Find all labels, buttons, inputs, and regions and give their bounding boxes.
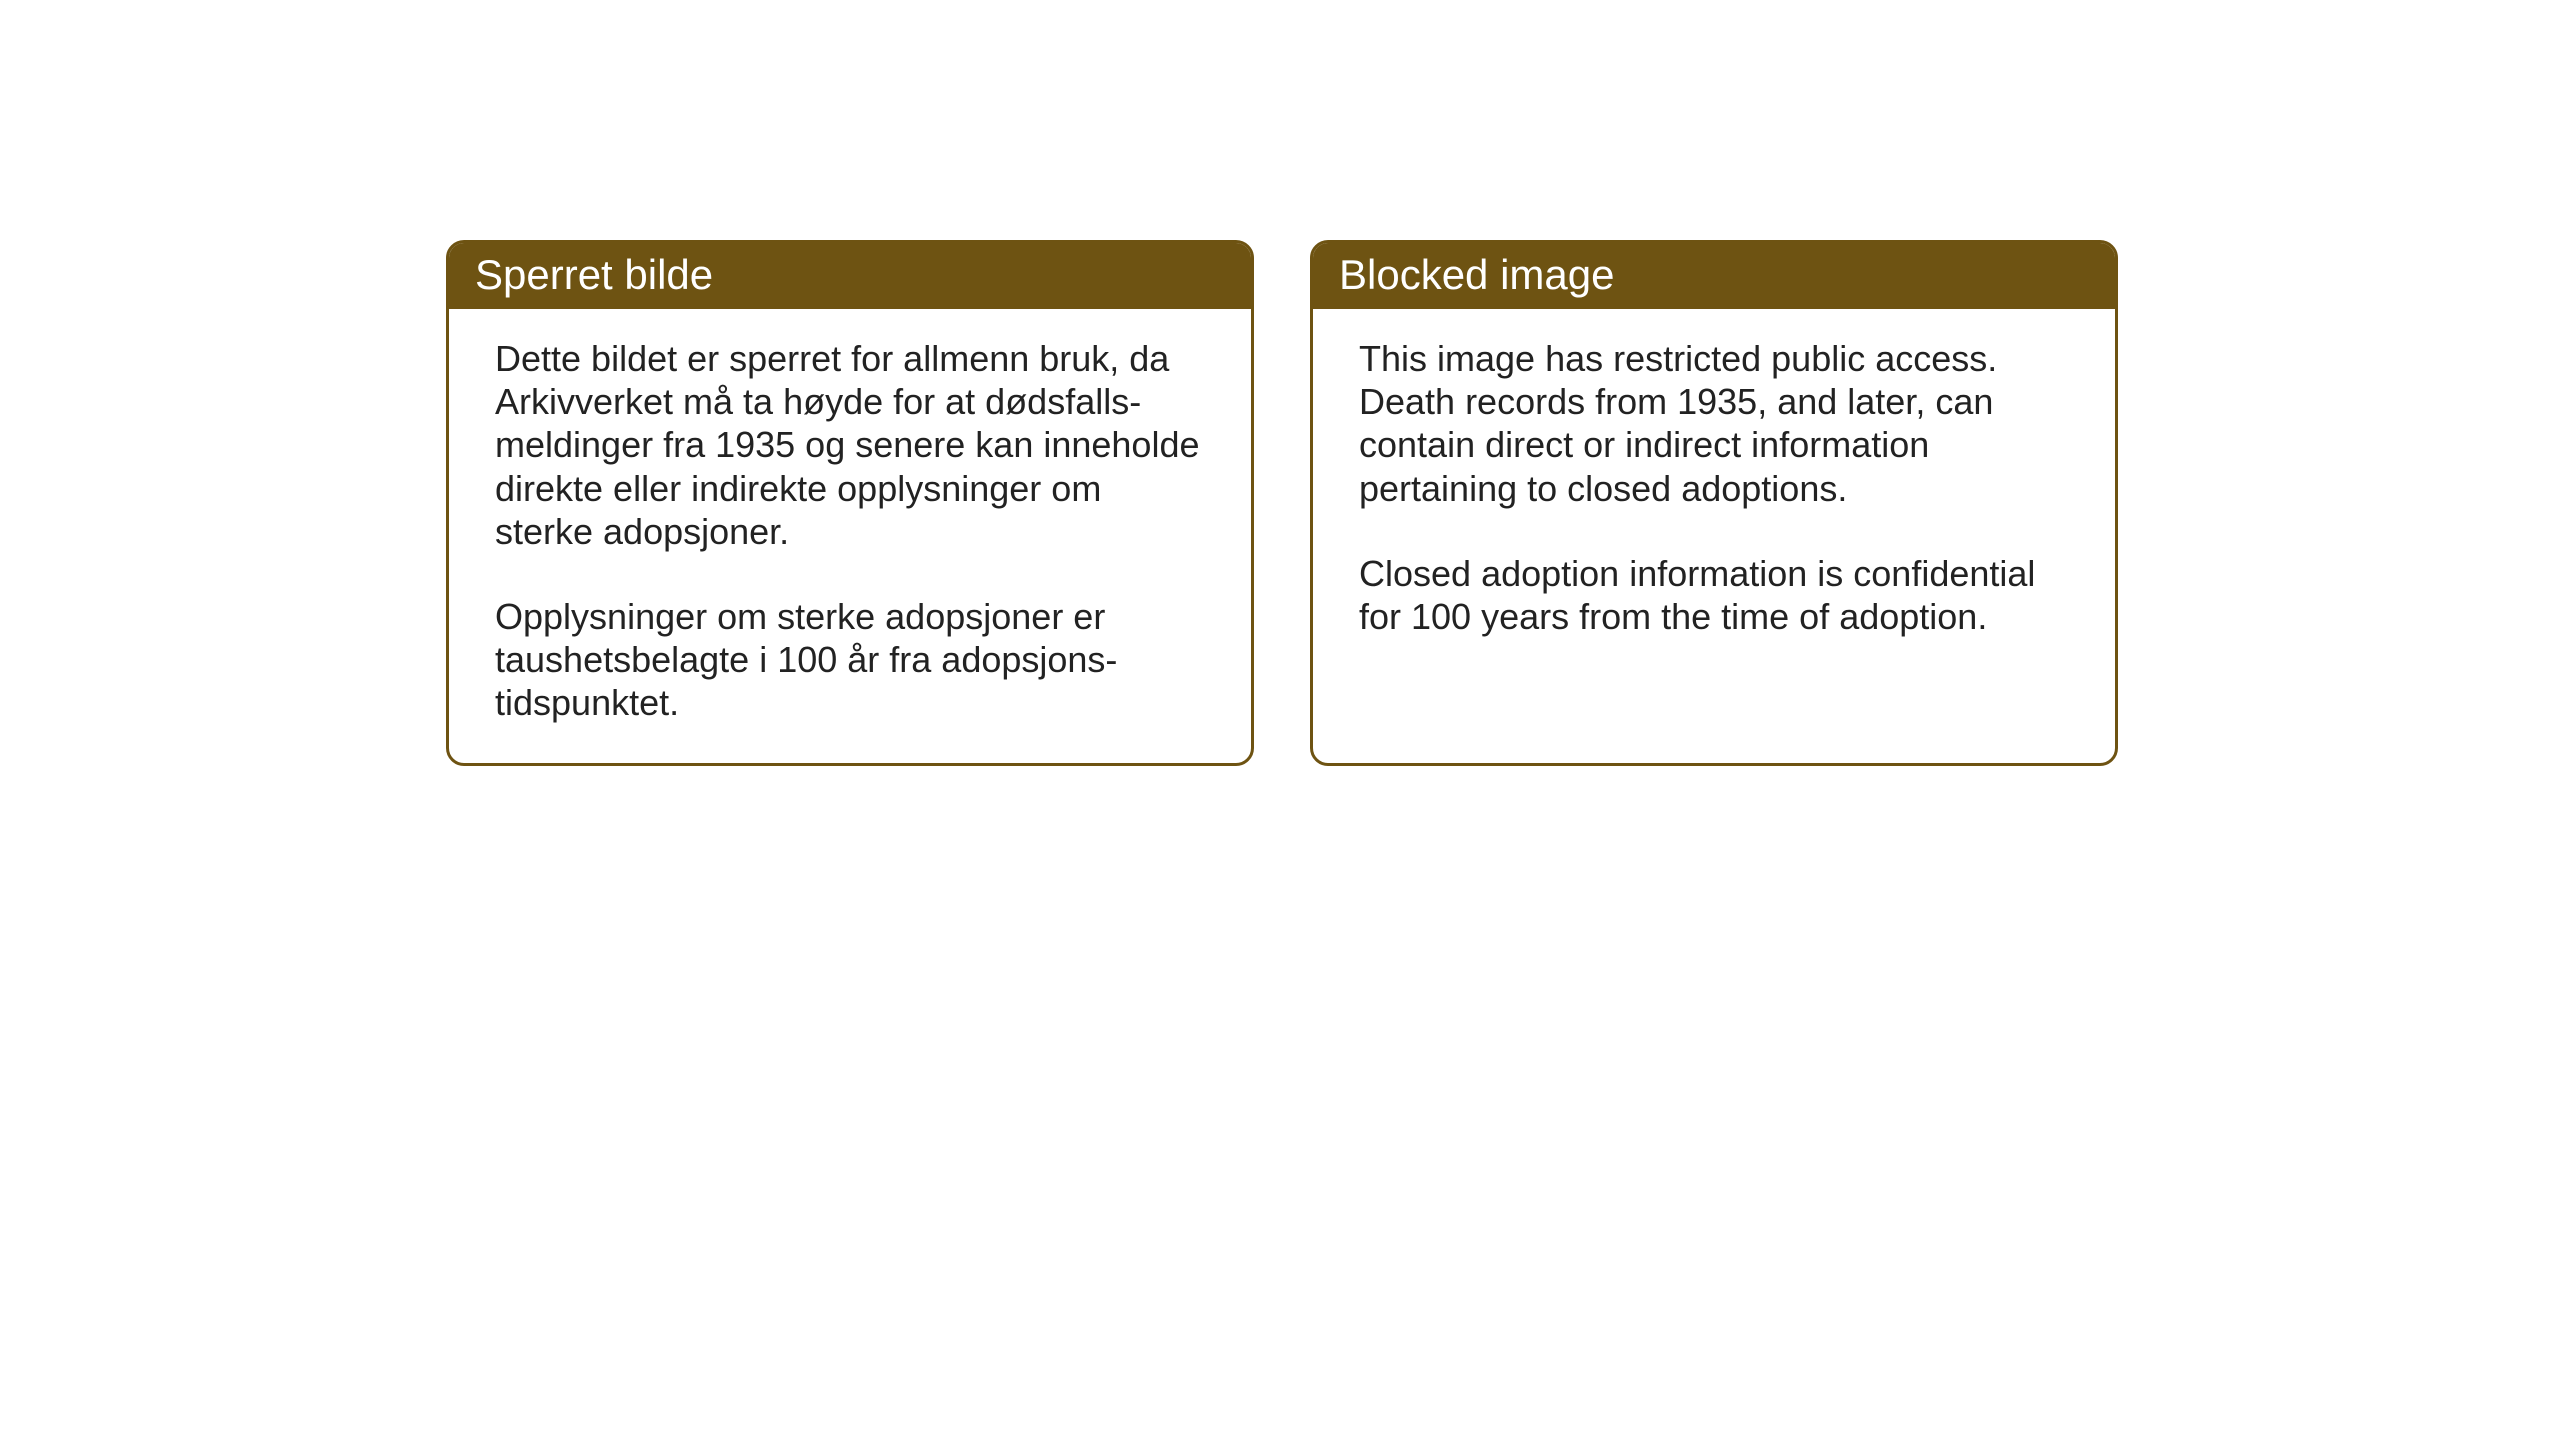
notice-container: Sperret bilde Dette bildet er sperret fo… [446,240,2118,766]
norwegian-paragraph-2: Opplysninger om sterke adopsjoner er tau… [495,595,1205,725]
norwegian-paragraph-1: Dette bildet er sperret for allmenn bruk… [495,337,1205,553]
english-notice-card: Blocked image This image has restricted … [1310,240,2118,766]
english-card-body: This image has restricted public access.… [1313,309,2115,676]
norwegian-notice-card: Sperret bilde Dette bildet er sperret fo… [446,240,1254,766]
english-paragraph-1: This image has restricted public access.… [1359,337,2069,510]
english-card-title: Blocked image [1313,243,2115,309]
norwegian-card-body: Dette bildet er sperret for allmenn bruk… [449,309,1251,763]
norwegian-card-title: Sperret bilde [449,243,1251,309]
english-paragraph-2: Closed adoption information is confident… [1359,552,2069,638]
